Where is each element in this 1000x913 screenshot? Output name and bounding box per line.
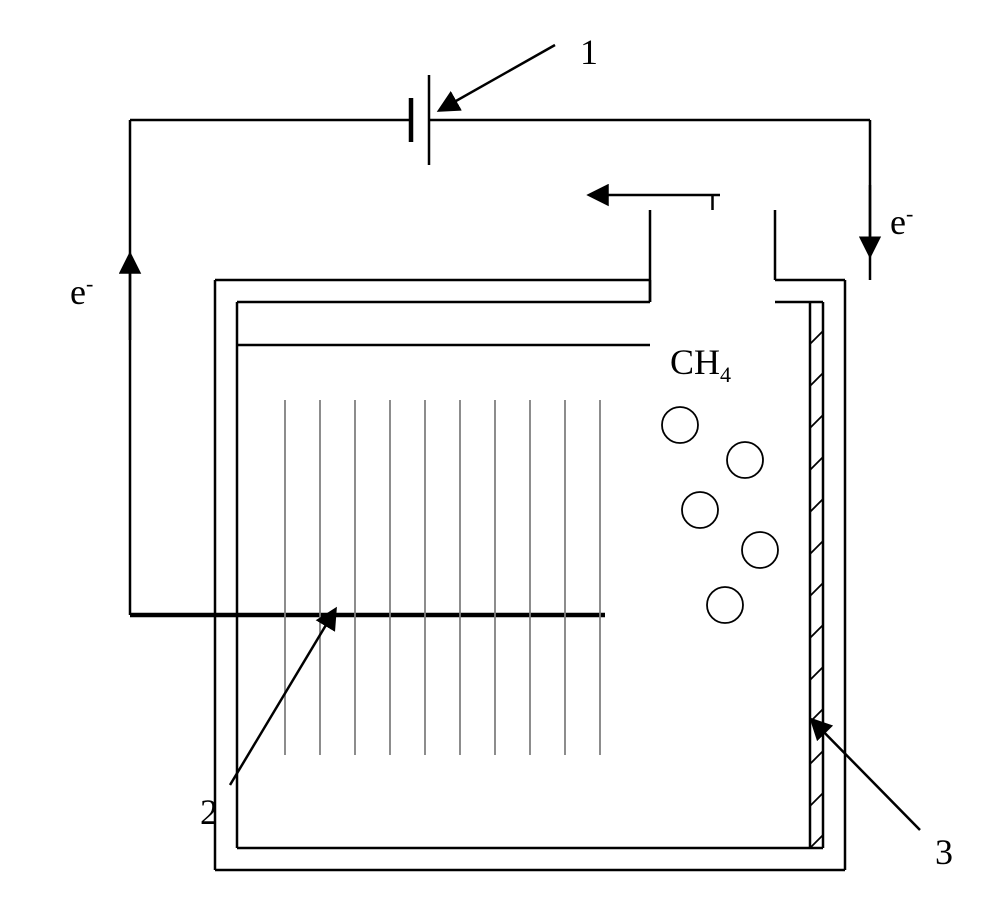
e-left-base: e bbox=[70, 272, 86, 312]
cathode-hatch bbox=[810, 415, 823, 428]
e-right-sup: - bbox=[906, 201, 913, 226]
gas-base: CH bbox=[670, 342, 720, 382]
callout-3-arrow bbox=[812, 720, 920, 830]
label-1-text: 1 bbox=[580, 32, 598, 72]
cathode-hatch bbox=[810, 583, 823, 596]
bubble bbox=[662, 407, 698, 443]
label-1: 1 bbox=[580, 31, 598, 73]
e-right-base: e bbox=[890, 202, 906, 242]
diagram-svg bbox=[0, 0, 1000, 913]
cathode-hatch bbox=[810, 751, 823, 764]
label-3: 3 bbox=[935, 831, 953, 873]
label-3-text: 3 bbox=[935, 832, 953, 872]
callout-1-arrow bbox=[440, 45, 555, 110]
cathode-hatch bbox=[810, 667, 823, 680]
cathode-hatch bbox=[810, 835, 823, 848]
cathode-hatch bbox=[810, 457, 823, 470]
cathode-hatch bbox=[810, 373, 823, 386]
cathode-hatch bbox=[810, 625, 823, 638]
cathode-hatch bbox=[810, 499, 823, 512]
bubble bbox=[682, 492, 718, 528]
electron-label-left: e- bbox=[70, 271, 93, 313]
bubble bbox=[742, 532, 778, 568]
label-2: 2 bbox=[200, 791, 218, 833]
gas-sub: 4 bbox=[720, 362, 731, 387]
cathode-hatch bbox=[810, 793, 823, 806]
bubble bbox=[707, 587, 743, 623]
bubble bbox=[727, 442, 763, 478]
gas-label: CH4 bbox=[670, 341, 731, 388]
cathode-hatch bbox=[810, 331, 823, 344]
e-left-sup: - bbox=[86, 271, 93, 296]
cathode-hatch bbox=[810, 541, 823, 554]
electron-label-right: e- bbox=[890, 201, 913, 243]
label-2-text: 2 bbox=[200, 792, 218, 832]
